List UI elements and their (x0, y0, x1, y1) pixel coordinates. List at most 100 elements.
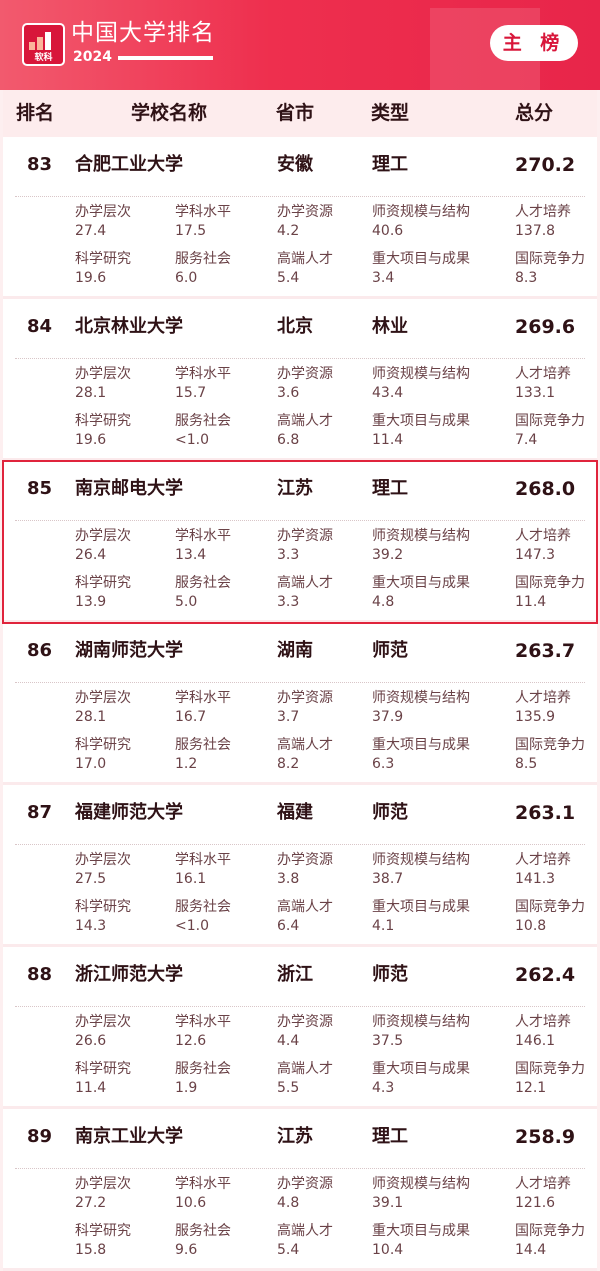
university-name[interactable]: 湖南师范大学 (75, 640, 183, 661)
divider (15, 682, 585, 683)
metric-value: 13.9 (75, 594, 107, 610)
metric-value: 147.3 (515, 547, 556, 563)
metric-value: 146.1 (515, 1033, 556, 1049)
main-list-button[interactable]: 主 榜 (490, 25, 578, 61)
province: 北京 (277, 316, 313, 337)
table-row[interactable]: 89 南京工业大学 江苏 理工 258.9 办学层次 27.2 学科水平 10.6… (3, 1109, 597, 1271)
metric-label: 办学资源 (277, 690, 333, 706)
metric-label: 学科水平 (175, 1176, 231, 1192)
total-score: 258.9 (515, 1126, 576, 1148)
metric-value: 3.3 (277, 594, 300, 610)
metric-value: 37.9 (372, 709, 404, 725)
metric-label: 人才培养 (515, 1014, 571, 1030)
metric-value: 19.6 (75, 432, 107, 448)
metric-value: 16.7 (175, 709, 207, 725)
metric-value: 1.9 (175, 1080, 198, 1096)
metric-value: 12.1 (515, 1080, 547, 1096)
metric-label: 办学层次 (75, 204, 131, 220)
university-name[interactable]: 北京林业大学 (75, 316, 183, 337)
metric-value: 121.6 (515, 1195, 556, 1211)
university-name[interactable]: 南京邮电大学 (75, 478, 183, 499)
metric-value: 11.4 (515, 594, 547, 610)
title-underline (118, 56, 213, 60)
table-row[interactable]: 83 合肥工业大学 安徽 理工 270.2 办学层次 27.4 学科水平 17.5… (3, 137, 597, 299)
metric-value: 6.3 (372, 756, 395, 772)
metric-label: 学科水平 (175, 690, 231, 706)
type: 师范 (372, 802, 408, 823)
metric-label: 国际竞争力 (515, 413, 585, 429)
metric-value: 5.5 (277, 1080, 300, 1096)
metric-label: 人才培养 (515, 366, 571, 382)
metric-value: 8.2 (277, 756, 300, 772)
metric-label: 学科水平 (175, 1014, 231, 1030)
metric-value: 26.4 (75, 547, 107, 563)
table-row[interactable]: 85 南京邮电大学 江苏 理工 268.0 办学层次 26.4 学科水平 13.4… (2, 460, 598, 624)
metric-label: 重大项目与成果 (372, 413, 470, 429)
metric-value: 4.8 (277, 1195, 300, 1211)
row-main: 84 北京林业大学 北京 林业 269.6 (3, 299, 597, 355)
metric-value: 3.3 (277, 547, 300, 563)
rank: 83 (27, 154, 53, 175)
rank: 88 (27, 964, 53, 985)
metric-label: 高端人才 (277, 251, 333, 267)
metric-value: 9.6 (175, 1242, 198, 1258)
metric-label: 学科水平 (175, 204, 231, 220)
page-title: 中国大学排名 (71, 20, 215, 46)
metric-label: 师资规模与结构 (372, 852, 470, 868)
metric-label: 师资规模与结构 (372, 690, 470, 706)
metric-value: 14.4 (515, 1242, 547, 1258)
metric-value: 10.8 (515, 918, 547, 934)
total-score: 263.7 (515, 640, 576, 662)
metric-value: 10.6 (175, 1195, 207, 1211)
col-name: 学校名称 (131, 102, 208, 124)
metric-label: 重大项目与成果 (372, 251, 470, 267)
col-type: 类型 (371, 102, 410, 124)
metric-value: 3.7 (277, 709, 300, 725)
university-name[interactable]: 福建师范大学 (75, 802, 183, 823)
table-row[interactable]: 87 福建师范大学 福建 师范 263.1 办学层次 27.5 学科水平 16.1… (3, 785, 597, 947)
divider (15, 358, 585, 359)
type: 师范 (372, 640, 408, 661)
metric-label: 科学研究 (75, 737, 131, 753)
type: 林业 (372, 316, 408, 337)
province: 湖南 (277, 640, 313, 661)
row-main: 85 南京邮电大学 江苏 理工 268.0 (3, 461, 597, 517)
metric-label: 学科水平 (175, 852, 231, 868)
metric-value: 27.4 (75, 223, 107, 239)
university-name[interactable]: 合肥工业大学 (75, 154, 183, 175)
table-row[interactable]: 84 北京林业大学 北京 林业 269.6 办学层次 28.1 学科水平 15.7… (3, 299, 597, 461)
metric-label: 科学研究 (75, 575, 131, 591)
province: 福建 (277, 802, 313, 823)
metric-value: 38.7 (372, 871, 404, 887)
university-name[interactable]: 南京工业大学 (75, 1126, 183, 1147)
metric-label: 科学研究 (75, 251, 131, 267)
metric-label: 师资规模与结构 (372, 528, 470, 544)
metric-value: 135.9 (515, 709, 556, 725)
metric-label: 师资规模与结构 (372, 204, 470, 220)
metric-value: 6.8 (277, 432, 300, 448)
table-row[interactable]: 88 浙江师范大学 浙江 师范 262.4 办学层次 26.6 学科水平 12.6… (3, 947, 597, 1109)
table-row[interactable]: 86 湖南师范大学 湖南 师范 263.7 办学层次 28.1 学科水平 16.7… (3, 623, 597, 785)
metric-label: 办学层次 (75, 852, 131, 868)
metric-value: 5.4 (277, 270, 300, 286)
metric-value: 133.1 (515, 385, 556, 401)
metric-label: 科学研究 (75, 1223, 131, 1239)
metric-label: 国际竞争力 (515, 575, 585, 591)
metric-value: 16.1 (175, 871, 207, 887)
metric-value: 27.5 (75, 871, 107, 887)
metric-label: 科学研究 (75, 899, 131, 915)
type: 理工 (372, 478, 408, 499)
metric-value: 40.6 (372, 223, 404, 239)
metric-value: 5.4 (277, 1242, 300, 1258)
metric-label: 办学层次 (75, 1014, 131, 1030)
university-name[interactable]: 浙江师范大学 (75, 964, 183, 985)
metric-value: 39.2 (372, 547, 404, 563)
col-score: 总分 (515, 102, 554, 124)
metric-value: 5.0 (175, 594, 198, 610)
header: 软科 中国大学排名 2024 主 榜 (0, 0, 600, 90)
metric-label: 服务社会 (175, 575, 231, 591)
metric-label: 高端人才 (277, 413, 333, 429)
metric-value: 4.4 (277, 1033, 300, 1049)
row-main: 89 南京工业大学 江苏 理工 258.9 (3, 1109, 597, 1165)
metric-label: 重大项目与成果 (372, 899, 470, 915)
